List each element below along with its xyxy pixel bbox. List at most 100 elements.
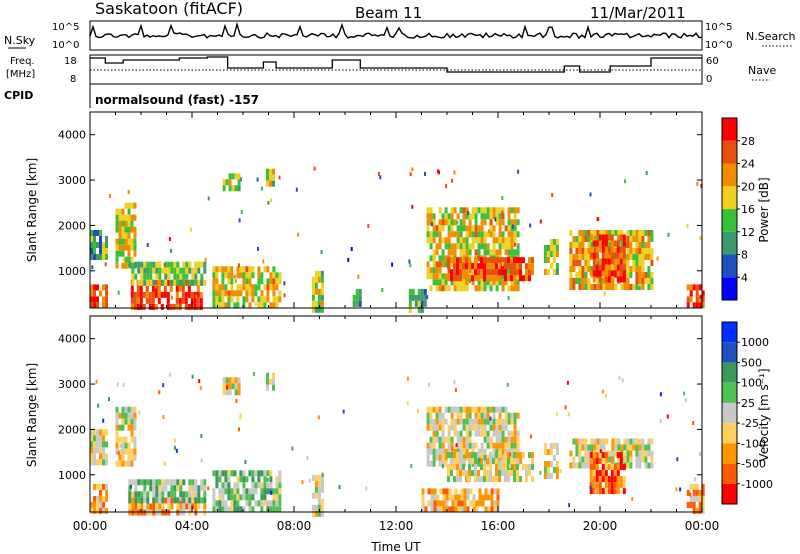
heatmap-cell xyxy=(611,450,615,457)
heatmap-cell xyxy=(593,248,597,254)
heatmap-cell xyxy=(438,454,442,461)
station-title: Saskatoon (fitACF) xyxy=(95,0,243,18)
heatmap-cell xyxy=(146,273,150,280)
heatmap-cell xyxy=(572,266,576,272)
heatmap-cell xyxy=(592,458,596,465)
heatmap-cell xyxy=(167,261,171,268)
heatmap-cell xyxy=(179,273,183,280)
heatmap-cell xyxy=(406,401,409,406)
heatmap-cell xyxy=(203,503,207,510)
heatmap-cell xyxy=(269,284,273,291)
heatmap-cell xyxy=(181,297,185,304)
heatmap-cell xyxy=(480,273,484,280)
heatmap-cell xyxy=(453,452,456,459)
heatmap-cell xyxy=(689,501,693,508)
heatmap-cell xyxy=(127,412,131,419)
heatmap-cell xyxy=(182,479,186,486)
velocity-panel-region xyxy=(686,483,705,514)
heatmap-cell xyxy=(275,494,279,501)
heatmap-cell xyxy=(453,464,456,471)
heatmap-cell xyxy=(462,225,466,232)
heatmap-cell xyxy=(453,207,457,214)
heatmap-cell xyxy=(130,406,134,413)
heatmap-cell xyxy=(233,500,237,507)
heatmap-cell xyxy=(613,464,617,471)
heatmap-cell xyxy=(278,494,282,501)
heatmap-cell xyxy=(619,264,623,271)
heatmap-cell xyxy=(234,383,238,390)
velocity-colorbar-label: Velocity [m s⁻¹] xyxy=(757,368,771,461)
heatmap-cell xyxy=(584,456,588,463)
heatmap-cell xyxy=(469,500,473,507)
heatmap-cell xyxy=(122,382,125,387)
heatmap-cell xyxy=(622,452,626,459)
heatmap-cell xyxy=(468,412,472,419)
heatmap-cell xyxy=(689,483,693,490)
heatmap-cell xyxy=(221,488,225,495)
heatmap-cell xyxy=(468,257,471,264)
heatmap-cell xyxy=(297,232,300,237)
heatmap-cell xyxy=(124,448,128,455)
heatmap-cell xyxy=(146,267,150,274)
heatmap-cell xyxy=(130,256,134,263)
heatmap-cell xyxy=(507,442,511,449)
heatmap-cell xyxy=(486,476,489,483)
heatmap-cell xyxy=(465,285,469,292)
heatmap-cell xyxy=(641,230,645,236)
heatmap-cell xyxy=(99,236,102,242)
heatmap-cell xyxy=(507,231,511,238)
heatmap-cell xyxy=(233,506,237,513)
heatmap-cell xyxy=(489,476,492,483)
heatmap-cell xyxy=(127,220,131,227)
colorbar-segment xyxy=(722,231,737,255)
heatmap-cell xyxy=(578,278,582,284)
heatmap-cell xyxy=(695,489,699,496)
heatmap-cell xyxy=(589,464,593,471)
heatmap-cell xyxy=(543,257,547,263)
heatmap-cell xyxy=(575,254,579,260)
heatmap-cell xyxy=(238,427,240,432)
heatmap-cell xyxy=(127,208,131,215)
heatmap-cell xyxy=(589,192,592,197)
heatmap-cell xyxy=(224,266,228,273)
heatmap-cell xyxy=(115,238,119,245)
heatmap-cell xyxy=(432,249,436,256)
heatmap-cell xyxy=(593,444,597,451)
heatmap-cell xyxy=(130,448,134,455)
heatmap-cell xyxy=(185,503,189,510)
colorbar-segment xyxy=(722,362,737,383)
heatmap-cell xyxy=(450,269,453,276)
heatmap-cell xyxy=(137,497,141,504)
heatmap-cell xyxy=(428,382,430,387)
heatmap-cell xyxy=(453,263,456,270)
heatmap-cell xyxy=(522,275,525,282)
heatmap-cell xyxy=(603,291,606,296)
heatmap-cell xyxy=(447,464,450,471)
heatmap-cell xyxy=(552,443,556,449)
heatmap-cell xyxy=(644,254,648,260)
heatmap-cell xyxy=(483,243,487,250)
heatmap-cell xyxy=(692,489,696,496)
heatmap-cell xyxy=(283,293,286,298)
heatmap-cell xyxy=(489,416,492,421)
velocity-panel-region xyxy=(589,452,626,495)
heatmap-cell xyxy=(133,214,137,221)
heatmap-cell xyxy=(477,470,480,477)
heatmap-cell xyxy=(140,479,144,486)
heatmap-cell xyxy=(115,460,119,467)
heatmap-cell xyxy=(102,459,105,466)
heatmap-cell xyxy=(433,488,437,495)
heatmap-cell xyxy=(635,260,639,266)
heatmap-cell xyxy=(176,485,180,492)
heatmap-cell xyxy=(173,279,177,286)
heatmap-cell xyxy=(121,436,125,443)
heatmap-cell xyxy=(486,418,490,425)
heatmap-cell xyxy=(619,252,623,259)
heatmap-cell xyxy=(489,225,493,232)
heatmap-cell xyxy=(519,275,522,282)
heatmap-cell xyxy=(616,270,620,277)
heatmap-cell xyxy=(638,272,642,278)
heatmap-cell xyxy=(626,450,630,457)
heatmap-cell xyxy=(486,442,490,449)
heatmap-cell xyxy=(426,424,430,431)
